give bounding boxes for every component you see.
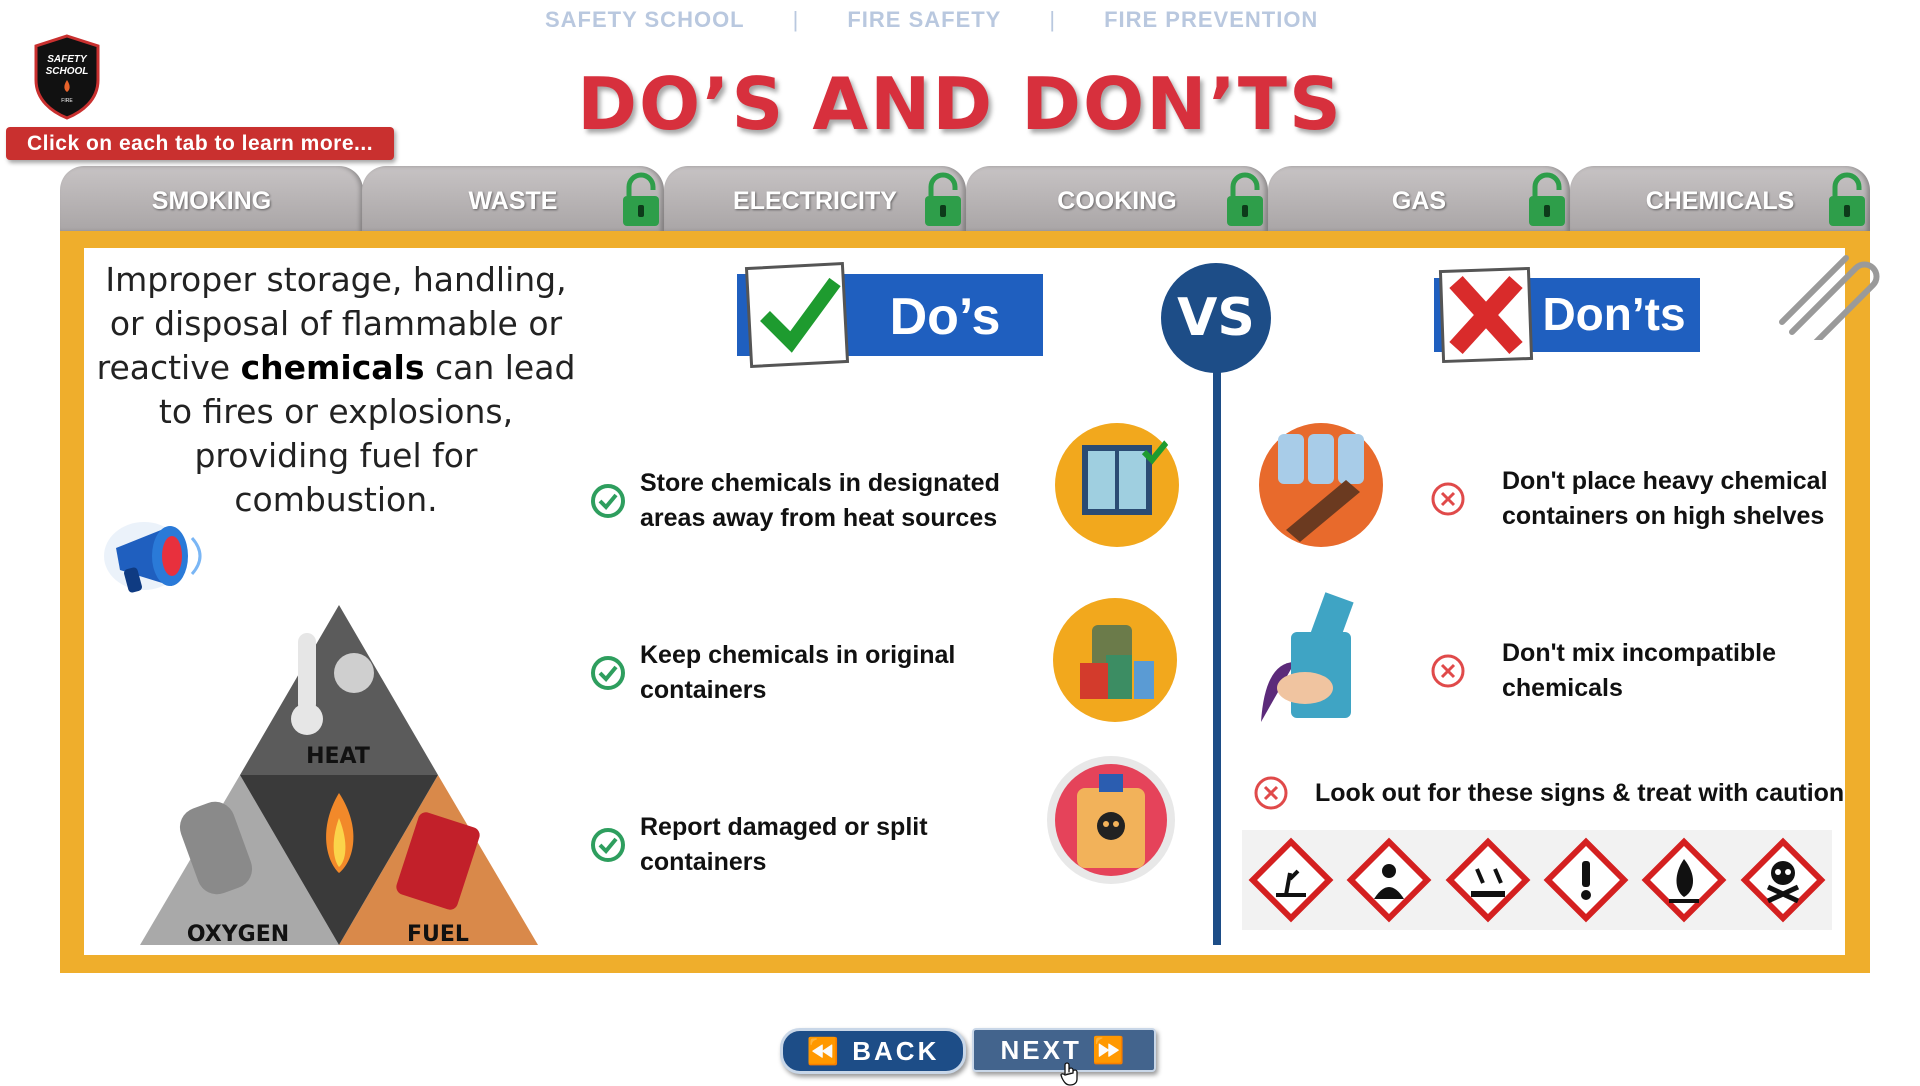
logo-text: SAFETY	[47, 54, 88, 65]
hazard-signs-notice: Look out for these signs & treat with ca…	[1253, 775, 1844, 811]
unlock-icon	[1227, 172, 1263, 226]
intro-text-part: can lead to fires or explosions, providi…	[158, 348, 576, 519]
checkmark-icon	[760, 277, 841, 353]
x-circle-icon	[1431, 654, 1465, 688]
do-item-text: Report damaged or split containers	[640, 813, 928, 876]
x-circle-icon	[1431, 482, 1465, 516]
heat-segment	[240, 605, 438, 775]
do-item-text: Store chemicals in designated areas away…	[640, 469, 1000, 532]
do-item-text: Keep chemicals in original containers	[640, 641, 956, 704]
fuel-label: FUEL	[407, 922, 469, 947]
dont-item-text: Don't mix incompatible chemicals	[1502, 639, 1777, 702]
rewind-icon: ⏪	[806, 1036, 843, 1066]
health-hazard-icon	[1347, 837, 1432, 923]
do-item: Keep chemicals in original containers	[590, 638, 1010, 708]
flammable-icon	[1642, 837, 1727, 923]
safety-school-logo: SAFETY SCHOOL FIRE	[34, 34, 100, 120]
high-shelf-containers-icon	[1259, 423, 1383, 547]
intro-text: Improper storage, handling, or disposal …	[92, 258, 580, 522]
page-title: DO’S AND DON’TS	[577, 62, 1343, 146]
hand-cursor-icon	[1060, 1062, 1078, 1086]
intro-text-bold: chemicals	[240, 348, 425, 387]
dont-item: Don't mix incompatible chemicals	[1430, 636, 1850, 706]
check-circle-icon	[591, 484, 625, 518]
tab-label: WASTE	[468, 187, 558, 215]
storage-cabinet-icon	[1055, 423, 1179, 547]
x-circle-icon	[1254, 776, 1288, 810]
dos-badge: Do’s	[737, 262, 1043, 368]
oxygen-tank-icon	[179, 801, 253, 895]
vs-badge: VS	[1161, 263, 1271, 373]
divider-line	[1213, 360, 1221, 945]
hazard-signs-text: Look out for these signs & treat with ca…	[1315, 778, 1845, 807]
logo-text: SCHOOL	[46, 66, 89, 77]
dont-item-text: Don't place heavy chemical containers on…	[1502, 467, 1828, 530]
heat-label: HEAT	[306, 744, 370, 769]
exclamation-mark-icon	[1543, 837, 1629, 923]
next-label: NEXT	[1000, 1035, 1082, 1065]
unlock-icon	[1529, 172, 1565, 226]
tab-label: SMOKING	[151, 187, 272, 215]
back-label: BACK	[852, 1036, 940, 1066]
fire-triangle-diagram: HEAT OXYGEN FUEL	[140, 605, 538, 947]
mixing-chemicals-icon	[1261, 592, 1354, 722]
donts-label: Don’ts	[1542, 288, 1685, 340]
oxygen-label: OXYGEN	[187, 922, 289, 947]
chemical-containers-icon	[1053, 598, 1177, 722]
breadcrumb-item: FIRE PREVENTION	[1104, 7, 1319, 32]
toxic-skull-icon	[1740, 837, 1826, 923]
tab-gas[interactable]: GAS	[1268, 166, 1570, 232]
megaphone-icon	[104, 522, 202, 593]
check-circle-icon	[591, 656, 625, 690]
unlock-icon	[925, 172, 961, 226]
tab-electricity[interactable]: ELECTRICITY	[664, 166, 966, 232]
flame-icon	[64, 80, 70, 92]
breadcrumb-separator: |	[1049, 7, 1057, 32]
environment-hazard-icon	[1248, 837, 1334, 923]
tab-bar: SMOKING WASTE ELECTRICITY COOKING GAS CH…	[60, 166, 1870, 232]
tab-cooking[interactable]: COOKING	[966, 166, 1268, 232]
unlock-icon	[1829, 172, 1865, 226]
tab-label: GAS	[1391, 187, 1447, 215]
dont-item: Don't place heavy chemical containers on…	[1430, 464, 1850, 534]
unlock-icon	[623, 172, 659, 226]
tab-label: COOKING	[1057, 187, 1177, 215]
fuel-can-icon	[396, 812, 480, 910]
back-button[interactable]: ⏪ BACK	[780, 1028, 966, 1074]
tab-label: CHEMICALS	[1645, 187, 1795, 215]
fast-forward-icon: ⏩	[1092, 1035, 1128, 1065]
breadcrumb: SAFETY SCHOOL | FIRE SAFETY | FIRE PREVE…	[545, 6, 1395, 34]
logo-text: FIRE	[61, 98, 73, 104]
donts-badge: Don’ts	[1434, 266, 1700, 364]
tab-chemicals[interactable]: CHEMICALS	[1570, 166, 1870, 232]
paperclip-icon	[1779, 255, 1880, 340]
dos-label: Do’s	[890, 288, 1001, 346]
hazard-signs-row	[1242, 830, 1832, 930]
tab-waste[interactable]: WASTE	[362, 166, 664, 232]
do-item: Store chemicals in designated areas away…	[590, 466, 1010, 536]
do-item: Report damaged or split containers	[590, 810, 1010, 880]
sun-icon	[334, 653, 374, 693]
breadcrumb-item: FIRE SAFETY	[847, 7, 1002, 32]
cross-icon	[1449, 275, 1523, 355]
next-button[interactable]: NEXT ⏩	[972, 1028, 1156, 1072]
tab-label: ELECTRICITY	[733, 187, 897, 215]
check-circle-icon	[591, 828, 625, 862]
breadcrumb-item: SAFETY SCHOOL	[545, 7, 745, 32]
hint-banner: Click on each tab to learn more...	[6, 127, 394, 160]
breadcrumb-separator: |	[792, 7, 800, 32]
toxic-drum-icon	[1047, 756, 1175, 884]
tab-smoking[interactable]: SMOKING	[60, 166, 363, 232]
intro-text-part: Improper storage, handling, or disposal …	[96, 260, 567, 387]
corrosive-icon	[1445, 837, 1531, 923]
thermometer-icon	[291, 633, 323, 735]
